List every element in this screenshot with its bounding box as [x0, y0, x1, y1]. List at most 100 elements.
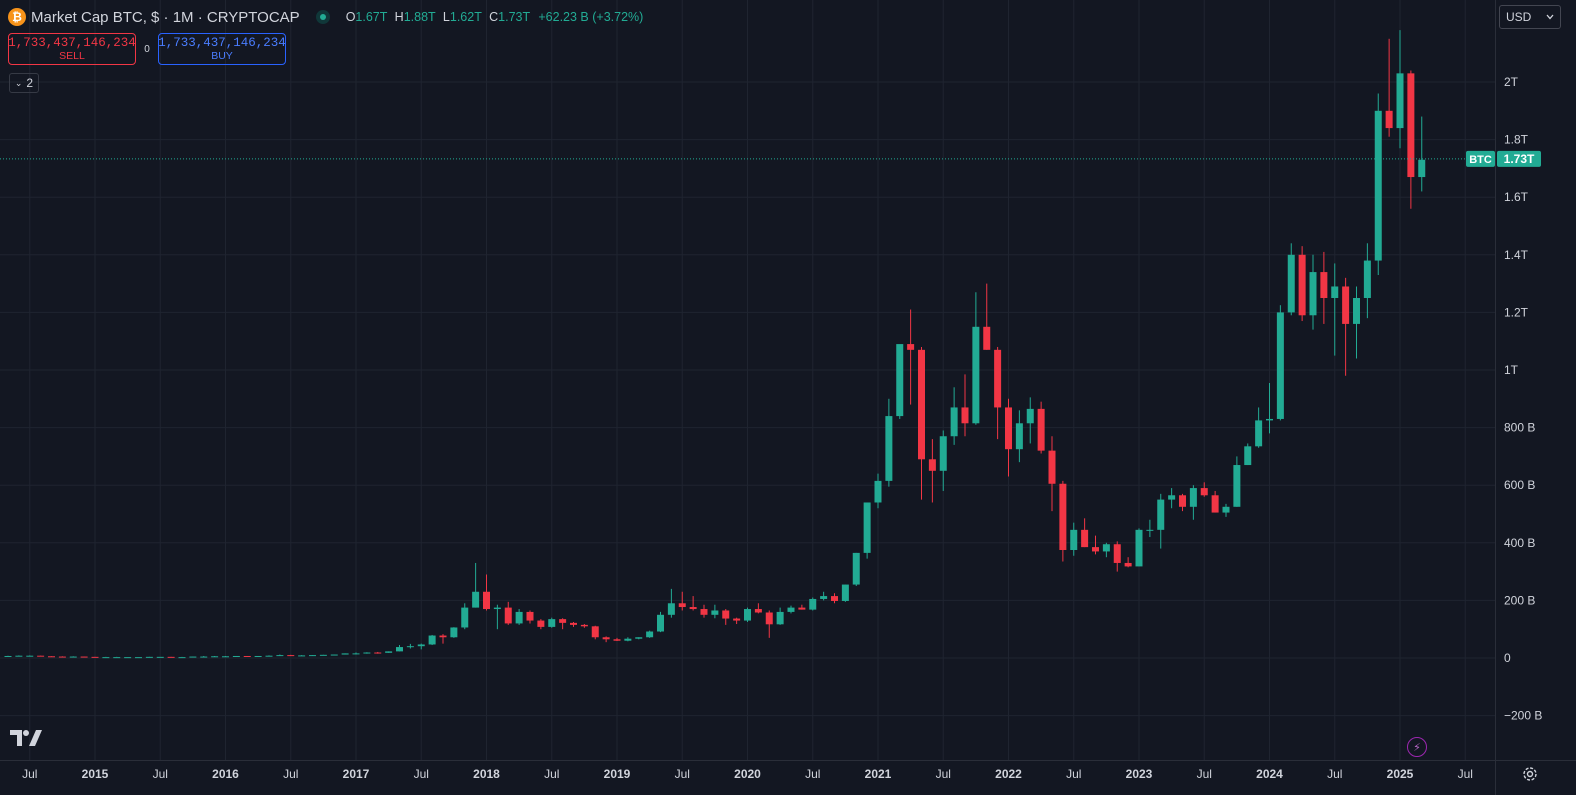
- x-tick-label: Jul: [1327, 767, 1342, 781]
- chevron-down-icon: [1546, 14, 1554, 20]
- candle-body: [352, 653, 360, 655]
- candle-body: [1135, 529, 1143, 567]
- candle-body: [657, 614, 664, 632]
- candle-body: [374, 652, 382, 654]
- candle-body: [559, 619, 567, 623]
- candle-body: [570, 622, 577, 625]
- candle-body: [1211, 495, 1219, 513]
- x-tick-label: Jul: [414, 767, 429, 781]
- chart-legend: ₿ Market Cap BTC, $ · 1M · CRYPTOCAP O 1.…: [8, 6, 643, 28]
- candle-body: [820, 596, 828, 599]
- sell-price: 1,733,437,146,234: [8, 36, 136, 50]
- candle-body: [1320, 272, 1328, 298]
- candle-body: [874, 480, 882, 503]
- candle-body: [1266, 418, 1273, 421]
- candle-body: [1418, 159, 1426, 178]
- candle-body: [385, 651, 393, 653]
- candle-body: [91, 656, 99, 658]
- high-value: 1.88T: [403, 10, 436, 24]
- candle-body: [4, 655, 12, 657]
- candle-body: [1244, 446, 1252, 466]
- candle-body: [254, 655, 262, 657]
- symbol-title[interactable]: Market Cap BTC, $ · 1M · CRYPTOCAP: [31, 8, 300, 26]
- candle-body: [15, 655, 23, 657]
- candle-body: [928, 459, 936, 471]
- candle-body: [809, 598, 817, 610]
- candle-body: [483, 591, 490, 610]
- candle-body: [1233, 465, 1241, 507]
- x-tick-label: 2022: [995, 767, 1022, 781]
- candle-body: [798, 607, 806, 610]
- currency-select[interactable]: USD: [1499, 5, 1561, 29]
- x-tick-label: Jul: [153, 767, 168, 781]
- candle-body: [515, 611, 523, 624]
- candle-body: [1385, 110, 1393, 129]
- candle-body: [1255, 420, 1263, 447]
- settings-gear-icon[interactable]: [1521, 765, 1539, 783]
- candle-body: [1124, 562, 1132, 567]
- candle-body: [113, 657, 121, 659]
- low-value: 1.62T: [449, 10, 482, 24]
- grid-layer: [0, 0, 1495, 760]
- indicators-toggle-button[interactable]: ⌄ 2: [9, 73, 39, 93]
- market-status-icon[interactable]: [315, 10, 330, 24]
- x-tick-label: Jul: [805, 767, 820, 781]
- candle-body: [537, 620, 545, 627]
- candle-body: [831, 596, 838, 601]
- buy-label: BUY: [211, 50, 233, 62]
- x-tick-label: Jul: [1458, 767, 1473, 781]
- candle-body: [156, 656, 164, 658]
- candle-body: [841, 584, 849, 601]
- candle-body: [994, 349, 1002, 408]
- candle-body: [646, 631, 654, 638]
- candle-body: [450, 627, 458, 638]
- candle-body: [526, 611, 534, 621]
- candle-body: [298, 655, 306, 657]
- candle-body: [711, 610, 719, 615]
- indicators-count: 2: [26, 76, 34, 90]
- y-tick-label: −200 B: [1504, 709, 1542, 723]
- candle-body: [493, 607, 501, 610]
- spread-value: 0: [144, 43, 150, 55]
- sell-button[interactable]: 1,733,437,146,234 SELL: [8, 33, 136, 65]
- candle-body: [1189, 488, 1197, 507]
- candle-body: [548, 619, 556, 627]
- candle-body: [678, 603, 686, 608]
- candle-body: [48, 656, 55, 658]
- y-tick-label: 200 B: [1504, 593, 1535, 607]
- trade-buttons: 1,733,437,146,234 SELL 0 1,733,437,146,2…: [8, 33, 286, 65]
- candle-body: [1309, 272, 1317, 316]
- buy-button[interactable]: 1,733,437,146,234 BUY: [158, 33, 286, 65]
- open-key: O: [345, 10, 356, 24]
- candle-body: [744, 609, 751, 621]
- candle-body: [939, 436, 947, 471]
- candle-body: [309, 655, 316, 657]
- candle-body: [852, 552, 860, 585]
- candle-body: [1113, 544, 1121, 563]
- candle-body: [635, 637, 643, 639]
- symbol-price-tag: [1466, 150, 1495, 167]
- change-value: +62.23 B (+3.72%): [538, 10, 644, 24]
- candle-body: [287, 655, 295, 657]
- bitcoin-logo-icon[interactable]: ₿: [8, 8, 26, 26]
- candle-body: [1363, 260, 1371, 298]
- x-tick-label: Jul: [1197, 767, 1212, 781]
- candle-body: [602, 637, 610, 640]
- lightning-icon[interactable]: ⚡: [1407, 737, 1427, 757]
- symbol-tag-label: BTC: [1469, 154, 1492, 166]
- candle-body: [765, 612, 773, 625]
- candle-body: [276, 655, 284, 657]
- candle-body: [972, 326, 980, 424]
- currency-value: USD: [1506, 10, 1532, 24]
- candle-body: [222, 656, 229, 658]
- tradingview-logo-icon[interactable]: [10, 729, 43, 747]
- candle-body: [733, 618, 741, 621]
- candle-body: [102, 657, 110, 659]
- candle-body: [1092, 547, 1099, 552]
- candle-body: [776, 611, 784, 625]
- y-tick-label: 800 B: [1504, 421, 1535, 435]
- candle-body: [167, 656, 175, 658]
- high-key: H: [394, 10, 404, 24]
- x-tick-label: 2018: [473, 767, 500, 781]
